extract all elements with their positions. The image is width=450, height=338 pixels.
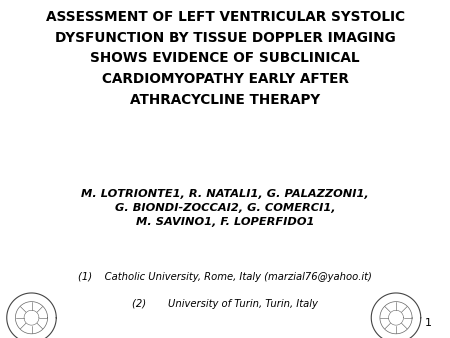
Text: (1)    Catholic University, Rome, Italy (marzial76@yahoo.it): (1) Catholic University, Rome, Italy (ma… <box>78 272 372 282</box>
Text: ASSESSMENT OF LEFT VENTRICULAR SYSTOLIC
DYSFUNCTION BY TISSUE DOPPLER IMAGING
SH: ASSESSMENT OF LEFT VENTRICULAR SYSTOLIC … <box>45 10 405 106</box>
Text: 1: 1 <box>425 318 432 328</box>
Text: (2)       University of Turin, Turin, Italy: (2) University of Turin, Turin, Italy <box>132 299 318 309</box>
Text: M. LOTRIONTE1, R. NATALI1, G. PALAZZONI1,
G. BIONDI-ZOCCAI2, G. COMERCI1,
M. SAV: M. LOTRIONTE1, R. NATALI1, G. PALAZZONI1… <box>81 189 369 227</box>
